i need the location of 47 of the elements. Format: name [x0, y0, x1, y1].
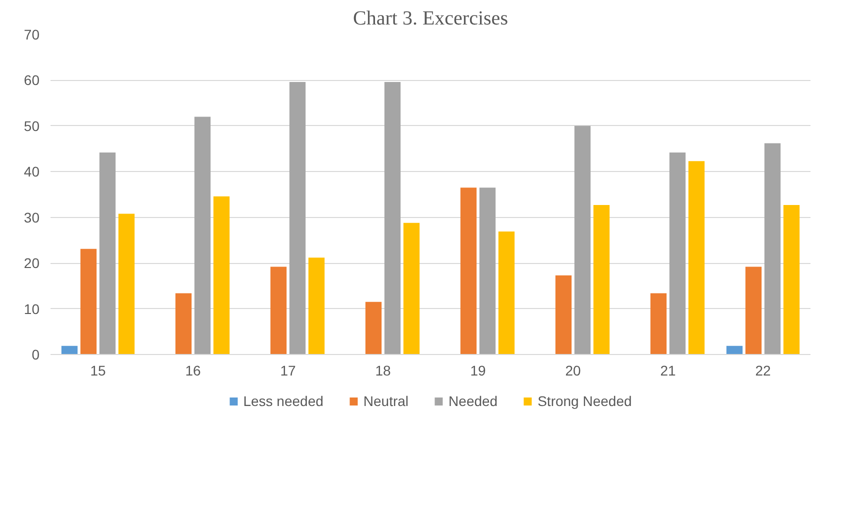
y-tick-label: 10	[24, 300, 40, 317]
x-tick-label: 19	[470, 362, 486, 378]
bar	[194, 116, 211, 354]
bar	[270, 266, 287, 354]
bar	[764, 143, 781, 354]
y-tick-label: 30	[24, 209, 40, 226]
bar	[574, 126, 591, 354]
y-tick-label: 50	[24, 118, 40, 134]
y-tick-label: 20	[24, 255, 40, 272]
chart-title: Chart 3. Excercises	[353, 8, 508, 30]
legend-label: Needed	[448, 392, 498, 408]
bar	[80, 248, 97, 354]
x-tick-label: 17	[280, 362, 296, 378]
bar	[498, 232, 515, 354]
bar	[289, 82, 306, 354]
bar	[118, 214, 135, 354]
bar	[61, 346, 78, 354]
legend-label: Neutral	[363, 392, 409, 408]
y-tick-label: 70	[24, 26, 40, 42]
y-tick-label: 40	[24, 164, 40, 180]
bar	[669, 152, 686, 354]
bar	[688, 161, 705, 354]
bar	[726, 346, 743, 354]
x-tick-label: 16	[185, 362, 201, 378]
y-tick-label: 60	[24, 72, 40, 88]
bar	[555, 275, 572, 354]
legend-label: Strong Needed	[538, 392, 632, 408]
x-tick-label: 21	[660, 362, 676, 378]
bar	[479, 188, 496, 354]
bar	[175, 293, 192, 354]
bar	[783, 205, 800, 354]
bar	[745, 266, 762, 354]
y-tick-label: 0	[32, 346, 40, 362]
bar	[213, 196, 230, 354]
x-tick-label: 22	[755, 362, 771, 378]
bar	[384, 82, 401, 354]
bar	[403, 222, 420, 354]
x-tick-label: 18	[375, 362, 391, 378]
bar	[460, 188, 477, 354]
bar	[365, 302, 382, 354]
bar	[650, 293, 667, 354]
x-tick-label: 15	[90, 362, 106, 378]
legend-label: Less needed	[243, 392, 324, 408]
bar	[593, 205, 610, 354]
x-tick-label: 20	[565, 362, 581, 378]
bar	[308, 258, 325, 354]
bar	[99, 152, 116, 354]
